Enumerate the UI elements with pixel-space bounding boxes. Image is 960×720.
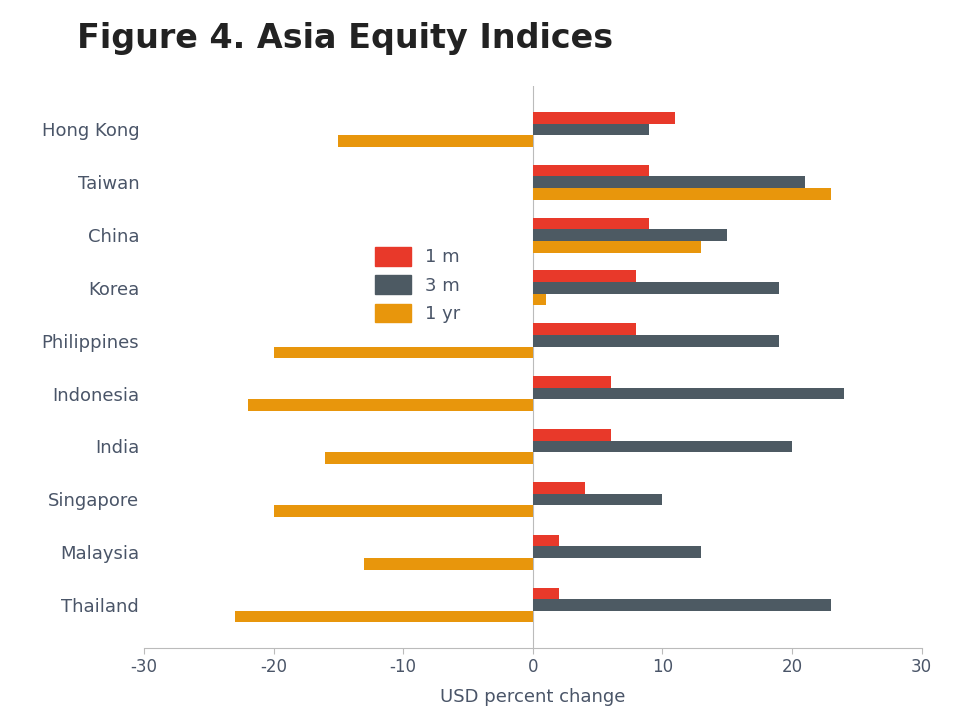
Bar bbox=[234, 611, 533, 623]
Bar bbox=[533, 599, 830, 611]
Bar bbox=[533, 588, 559, 599]
Bar bbox=[338, 135, 533, 147]
Bar bbox=[533, 124, 649, 135]
Bar bbox=[533, 229, 728, 241]
Bar bbox=[533, 217, 649, 229]
Bar bbox=[274, 346, 533, 359]
Bar bbox=[533, 376, 611, 388]
Bar bbox=[533, 271, 636, 282]
Bar bbox=[325, 452, 533, 464]
Bar bbox=[533, 294, 545, 305]
Bar bbox=[533, 176, 804, 188]
Bar bbox=[533, 112, 675, 124]
Bar bbox=[533, 441, 792, 452]
Bar bbox=[533, 429, 611, 441]
Bar bbox=[364, 558, 533, 570]
Legend: 1 m, 3 m, 1 yr: 1 m, 3 m, 1 yr bbox=[374, 247, 461, 323]
Bar bbox=[533, 546, 701, 558]
Bar bbox=[533, 493, 662, 505]
Bar bbox=[533, 282, 780, 294]
Bar bbox=[533, 323, 636, 335]
Bar bbox=[533, 388, 844, 400]
Bar bbox=[533, 535, 559, 546]
Bar bbox=[533, 482, 585, 493]
X-axis label: USD percent change: USD percent change bbox=[440, 688, 626, 706]
Bar bbox=[274, 505, 533, 517]
Bar bbox=[248, 400, 533, 411]
Bar bbox=[533, 188, 830, 199]
Bar bbox=[533, 241, 701, 253]
Bar bbox=[533, 335, 780, 346]
Text: Figure 4. Asia Equity Indices: Figure 4. Asia Equity Indices bbox=[77, 22, 612, 55]
Bar bbox=[533, 165, 649, 176]
